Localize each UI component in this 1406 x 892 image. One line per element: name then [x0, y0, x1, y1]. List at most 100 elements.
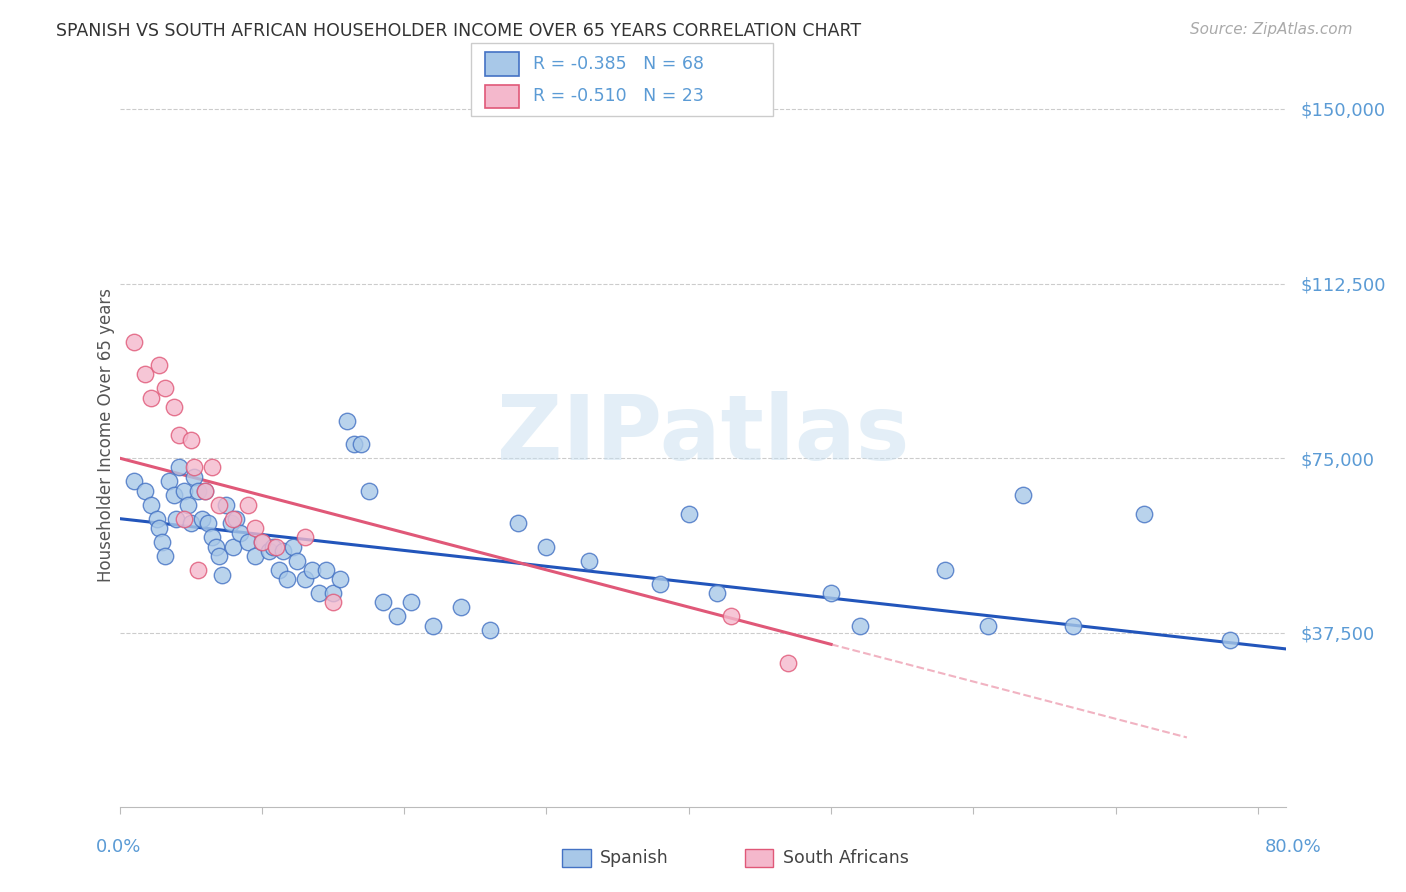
- Point: [139, 391, 162, 405]
- Point: [262, 540, 284, 554]
- Point: [706, 586, 728, 600]
- Point: [385, 609, 408, 624]
- Point: [173, 511, 195, 525]
- Point: [211, 567, 233, 582]
- Point: [422, 618, 444, 632]
- Point: [243, 549, 266, 563]
- Point: [134, 368, 156, 382]
- Point: [180, 516, 202, 531]
- Point: [243, 521, 266, 535]
- Point: [578, 553, 600, 567]
- Point: [1062, 618, 1084, 632]
- Point: [257, 544, 280, 558]
- Point: [271, 544, 294, 558]
- Point: [250, 535, 273, 549]
- Point: [678, 507, 700, 521]
- Point: [208, 498, 231, 512]
- Point: [276, 572, 298, 586]
- Point: [197, 516, 219, 531]
- Point: [1012, 488, 1035, 502]
- Point: [134, 483, 156, 498]
- Point: [450, 600, 472, 615]
- Point: [343, 437, 366, 451]
- Point: [194, 483, 217, 498]
- Point: [236, 535, 259, 549]
- Point: [148, 521, 170, 535]
- Point: [187, 563, 209, 577]
- Text: R = -0.385   N = 68: R = -0.385 N = 68: [533, 55, 704, 73]
- Point: [264, 540, 287, 554]
- Point: [848, 618, 870, 632]
- Point: [650, 576, 672, 591]
- Point: [287, 553, 309, 567]
- Point: [506, 516, 529, 531]
- Point: [183, 469, 205, 483]
- Point: [122, 334, 145, 349]
- Point: [478, 624, 501, 638]
- Point: [236, 498, 259, 512]
- Text: Spanish: Spanish: [600, 849, 669, 867]
- Point: [229, 525, 252, 540]
- Point: [169, 460, 191, 475]
- Point: [205, 540, 228, 554]
- Point: [150, 535, 173, 549]
- Point: [219, 516, 242, 531]
- Point: [153, 381, 176, 395]
- Point: [225, 511, 247, 525]
- Point: [208, 549, 231, 563]
- Point: [215, 498, 238, 512]
- Point: [157, 475, 180, 489]
- Point: [778, 656, 800, 670]
- Point: [222, 511, 245, 525]
- Point: [294, 572, 316, 586]
- Text: ZIPatlas: ZIPatlas: [496, 391, 910, 479]
- Point: [315, 563, 337, 577]
- Point: [148, 358, 170, 372]
- Point: [162, 488, 184, 502]
- Point: [191, 511, 214, 525]
- Text: 80.0%: 80.0%: [1265, 838, 1322, 856]
- Point: [371, 595, 394, 609]
- Point: [294, 530, 316, 544]
- Point: [194, 483, 217, 498]
- Point: [281, 540, 304, 554]
- Point: [180, 433, 202, 447]
- Point: [169, 428, 191, 442]
- Point: [201, 530, 224, 544]
- Point: [122, 475, 145, 489]
- Point: [322, 595, 344, 609]
- Point: [1133, 507, 1156, 521]
- Point: [1219, 632, 1241, 647]
- Text: Source: ZipAtlas.com: Source: ZipAtlas.com: [1189, 22, 1353, 37]
- Text: SPANISH VS SOUTH AFRICAN HOUSEHOLDER INCOME OVER 65 YEARS CORRELATION CHART: SPANISH VS SOUTH AFRICAN HOUSEHOLDER INC…: [56, 22, 862, 40]
- Point: [976, 618, 998, 632]
- Y-axis label: Householder Income Over 65 years: Householder Income Over 65 years: [97, 288, 115, 582]
- Point: [308, 586, 330, 600]
- Point: [162, 400, 184, 414]
- Point: [173, 483, 195, 498]
- Point: [183, 460, 205, 475]
- Text: South Africans: South Africans: [783, 849, 910, 867]
- Point: [145, 511, 167, 525]
- Point: [336, 414, 359, 428]
- Point: [820, 586, 842, 600]
- Point: [301, 563, 323, 577]
- Point: [201, 460, 224, 475]
- Text: R = -0.510   N = 23: R = -0.510 N = 23: [533, 87, 704, 105]
- Point: [357, 483, 380, 498]
- Point: [720, 609, 742, 624]
- Text: 0.0%: 0.0%: [96, 838, 141, 856]
- Point: [153, 549, 176, 563]
- Point: [165, 511, 187, 525]
- Point: [322, 586, 344, 600]
- Point: [329, 572, 352, 586]
- Point: [401, 595, 423, 609]
- Point: [139, 498, 162, 512]
- Point: [350, 437, 373, 451]
- Point: [536, 540, 558, 554]
- Point: [267, 563, 290, 577]
- Point: [222, 540, 245, 554]
- Point: [187, 483, 209, 498]
- Point: [250, 535, 273, 549]
- Point: [934, 563, 956, 577]
